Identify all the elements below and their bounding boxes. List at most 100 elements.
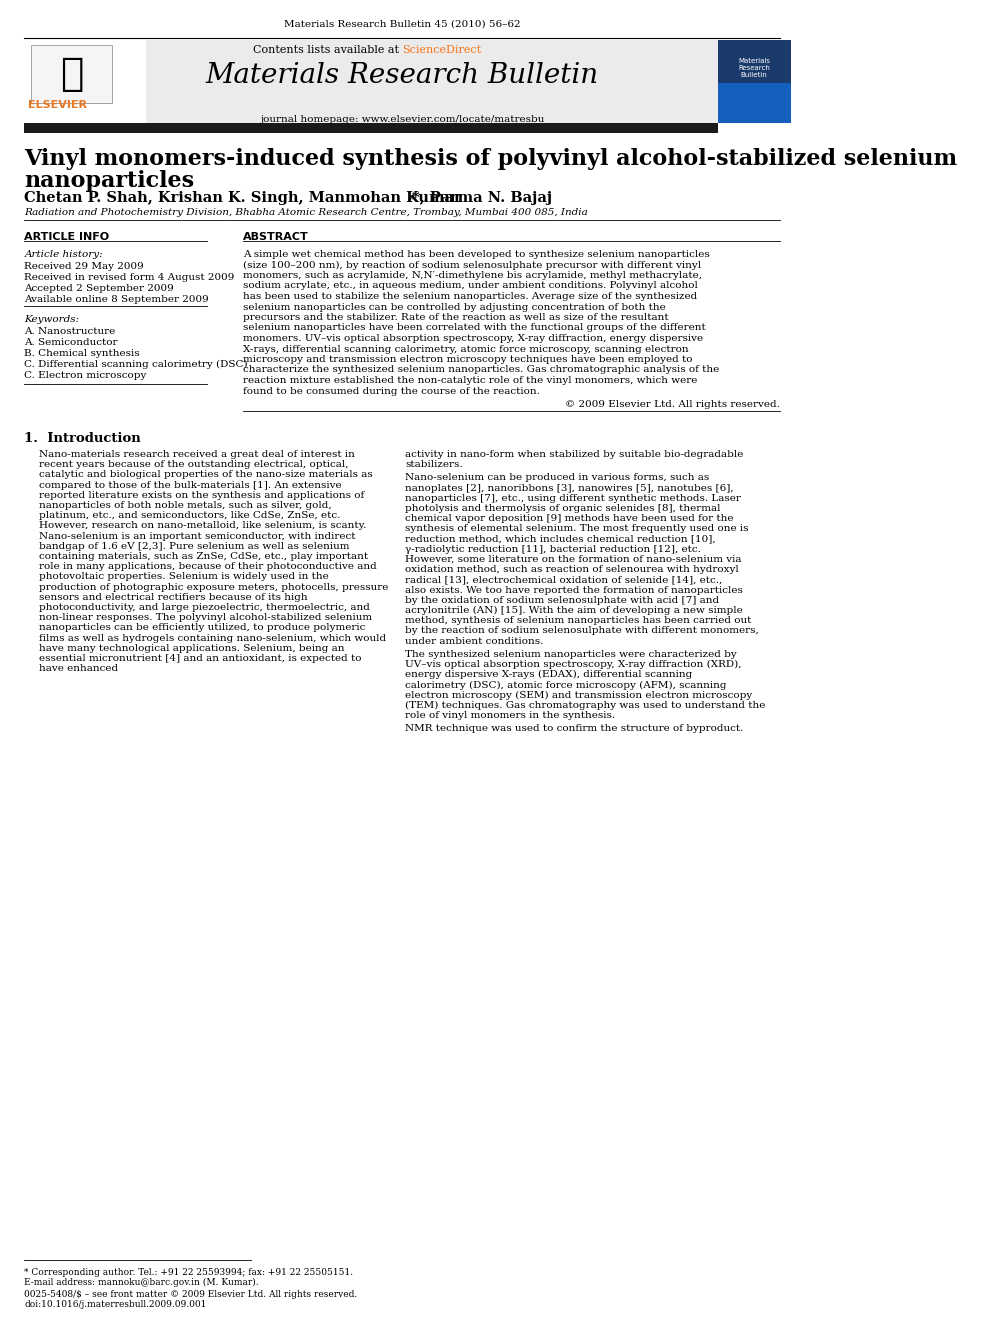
Bar xyxy=(31,45,112,103)
Text: © 2009 Elsevier Ltd. All rights reserved.: © 2009 Elsevier Ltd. All rights reserved… xyxy=(565,400,780,409)
Text: activity in nano-form when stabilized by suitable bio-degradable: activity in nano-form when stabilized by… xyxy=(406,450,744,459)
Text: ARTICLE INFO: ARTICLE INFO xyxy=(25,232,109,242)
Text: 🌳: 🌳 xyxy=(60,56,83,93)
Text: reaction mixture established the non-catalytic role of the vinyl monomers, which: reaction mixture established the non-cat… xyxy=(243,376,697,385)
Text: (TEM) techniques. Gas chromatography was used to understand the: (TEM) techniques. Gas chromatography was… xyxy=(406,701,766,710)
Text: bandgap of 1.6 eV [2,3]. Pure selenium as well as selenium: bandgap of 1.6 eV [2,3]. Pure selenium a… xyxy=(39,542,349,550)
Text: photoconductivity, and large piezoelectric, thermoelectric, and: photoconductivity, and large piezoelectr… xyxy=(39,603,370,613)
Text: However, research on nano-metalloid, like selenium, is scanty.: However, research on nano-metalloid, lik… xyxy=(39,521,366,531)
Bar xyxy=(25,40,717,123)
Text: Materials Research Bulletin: Materials Research Bulletin xyxy=(205,62,599,89)
Text: E-mail address: mannoku@barc.gov.in (M. Kumar).: E-mail address: mannoku@barc.gov.in (M. … xyxy=(25,1278,259,1287)
Text: containing materials, such as ZnSe, CdSe, etc., play important: containing materials, such as ZnSe, CdSe… xyxy=(39,552,368,561)
Text: have many technological applications. Selenium, being an: have many technological applications. Se… xyxy=(39,644,344,652)
Text: also exists. We too have reported the formation of nanoparticles: also exists. We too have reported the fo… xyxy=(406,586,743,594)
Text: Nano-selenium is an important semiconductor, with indirect: Nano-selenium is an important semiconduc… xyxy=(39,532,355,541)
Text: essential micronutrient [4] and an antioxidant, is expected to: essential micronutrient [4] and an antio… xyxy=(39,654,361,663)
Text: monomers, such as acrylamide, N,N′-dimethylene bis acrylamide, methyl methacryla: monomers, such as acrylamide, N,N′-dimet… xyxy=(243,271,702,280)
Text: sodium acrylate, etc., in aqueous medium, under ambient conditions. Polyvinyl al: sodium acrylate, etc., in aqueous medium… xyxy=(243,282,698,291)
Text: Materials Research Bulletin 45 (2010) 56–62: Materials Research Bulletin 45 (2010) 56… xyxy=(284,20,521,29)
Text: selenium nanoparticles can be controlled by adjusting concentration of both the: selenium nanoparticles can be controlled… xyxy=(243,303,666,311)
Text: under ambient conditions.: under ambient conditions. xyxy=(406,636,544,646)
Text: platinum, etc., and semiconductors, like CdSe, ZnSe, etc.: platinum, etc., and semiconductors, like… xyxy=(39,511,340,520)
Text: A. Nanostructure: A. Nanostructure xyxy=(25,327,116,336)
Text: 1.  Introduction: 1. Introduction xyxy=(25,433,141,445)
Bar xyxy=(717,40,791,123)
Text: films as well as hydrogels containing nano-selenium, which would: films as well as hydrogels containing na… xyxy=(39,634,386,643)
Text: Article history:: Article history: xyxy=(25,250,103,259)
Text: γ-radiolytic reduction [11], bacterial reduction [12], etc.: γ-radiolytic reduction [11], bacterial r… xyxy=(406,545,701,554)
Text: Received in revised form 4 August 2009: Received in revised form 4 August 2009 xyxy=(25,273,235,282)
Text: Keywords:: Keywords: xyxy=(25,315,79,324)
Text: Radiation and Photochemistry Division, Bhabha Atomic Research Centre, Trombay, M: Radiation and Photochemistry Division, B… xyxy=(25,208,588,217)
Text: reported literature exists on the synthesis and applications of: reported literature exists on the synthe… xyxy=(39,491,364,500)
Bar xyxy=(25,123,717,134)
Text: by the reaction of sodium selenosulphate with different monomers,: by the reaction of sodium selenosulphate… xyxy=(406,626,759,635)
Text: Materials
Research
Bulletin: Materials Research Bulletin xyxy=(738,58,770,78)
Text: A. Semiconductor: A. Semiconductor xyxy=(25,337,118,347)
Text: has been used to stabilize the selenium nanoparticles. Average size of the synth: has been used to stabilize the selenium … xyxy=(243,292,697,302)
Text: B. Chemical synthesis: B. Chemical synthesis xyxy=(25,349,140,359)
Text: catalytic and biological properties of the nano-size materials as: catalytic and biological properties of t… xyxy=(39,471,373,479)
Text: doi:10.1016/j.materresbull.2009.09.001: doi:10.1016/j.materresbull.2009.09.001 xyxy=(25,1301,206,1308)
Text: photovoltaic properties. Selenium is widely used in the: photovoltaic properties. Selenium is wid… xyxy=(39,573,328,581)
Text: nanoplates [2], nanoribbons [3], nanowires [5], nanotubes [6],: nanoplates [2], nanoribbons [3], nanowir… xyxy=(406,484,734,492)
Text: Accepted 2 September 2009: Accepted 2 September 2009 xyxy=(25,284,174,292)
Text: C. Differential scanning calorimetry (DSC): C. Differential scanning calorimetry (DS… xyxy=(25,360,248,369)
Text: non-linear responses. The polyvinyl alcohol-stabilized selenium: non-linear responses. The polyvinyl alco… xyxy=(39,613,372,622)
Text: electron microscopy (SEM) and transmission electron microscopy: electron microscopy (SEM) and transmissi… xyxy=(406,691,753,700)
Text: synthesis of elemental selenium. The most frequently used one is: synthesis of elemental selenium. The mos… xyxy=(406,524,749,533)
Text: The synthesized selenium nanoparticles were characterized by: The synthesized selenium nanoparticles w… xyxy=(406,650,737,659)
Text: oxidation method, such as reaction of selenourea with hydroxyl: oxidation method, such as reaction of se… xyxy=(406,565,739,574)
Text: journal homepage: www.elsevier.com/locate/matresbu: journal homepage: www.elsevier.com/locat… xyxy=(260,115,545,124)
Text: monomers. UV–vis optical absorption spectroscopy, X-ray diffraction, energy disp: monomers. UV–vis optical absorption spec… xyxy=(243,333,703,343)
Bar xyxy=(25,40,146,123)
Text: A simple wet chemical method has been developed to synthesize selenium nanoparti: A simple wet chemical method has been de… xyxy=(243,250,710,259)
Text: recent years because of the outstanding electrical, optical,: recent years because of the outstanding … xyxy=(39,460,348,470)
Text: nanoparticles can be efficiently utilized, to produce polymeric: nanoparticles can be efficiently utilize… xyxy=(39,623,365,632)
Text: calorimetry (DSC), atomic force microscopy (AFM), scanning: calorimetry (DSC), atomic force microsco… xyxy=(406,680,727,689)
Text: acrylonitrile (AN) [15]. With the aim of developing a new simple: acrylonitrile (AN) [15]. With the aim of… xyxy=(406,606,743,615)
Text: production of photographic exposure meters, photocells, pressure: production of photographic exposure mete… xyxy=(39,582,388,591)
Text: have enhanced: have enhanced xyxy=(39,664,118,673)
Text: by the oxidation of sodium selenosulphate with acid [7] and: by the oxidation of sodium selenosulphat… xyxy=(406,595,719,605)
Text: X-rays, differential scanning calorimetry, atomic force microscopy, scanning ele: X-rays, differential scanning calorimetr… xyxy=(243,344,688,353)
Text: Vinyl monomers-induced synthesis of polyvinyl alcohol-stabilized selenium: Vinyl monomers-induced synthesis of poly… xyxy=(25,148,957,169)
Text: nanoparticles: nanoparticles xyxy=(25,169,194,192)
Text: ABSTRACT: ABSTRACT xyxy=(243,232,310,242)
Text: Contents lists available at: Contents lists available at xyxy=(253,45,402,56)
Text: ELSEVIER: ELSEVIER xyxy=(29,101,87,110)
Text: Nano-materials research received a great deal of interest in: Nano-materials research received a great… xyxy=(39,450,355,459)
Text: Chetan P. Shah, Krishan K. Singh, Manmohan Kumar: Chetan P. Shah, Krishan K. Singh, Manmoh… xyxy=(25,191,462,205)
Text: 0025-5408/$ – see front matter © 2009 Elsevier Ltd. All rights reserved.: 0025-5408/$ – see front matter © 2009 El… xyxy=(25,1290,357,1299)
Text: photolysis and thermolysis of organic selenides [8], thermal: photolysis and thermolysis of organic se… xyxy=(406,504,721,513)
Text: role of vinyl monomers in the synthesis.: role of vinyl monomers in the synthesis. xyxy=(406,710,616,720)
Text: chemical vapor deposition [9] methods have been used for the: chemical vapor deposition [9] methods ha… xyxy=(406,515,734,523)
Text: role in many applications, because of their photoconductive and: role in many applications, because of th… xyxy=(39,562,377,572)
Text: ScienceDirect: ScienceDirect xyxy=(402,45,481,56)
Text: However, some literature on the formation of nano-selenium via: However, some literature on the formatio… xyxy=(406,556,742,564)
Text: * Corresponding author. Tel.: +91 22 25593994; fax: +91 22 25505151.: * Corresponding author. Tel.: +91 22 255… xyxy=(25,1267,353,1277)
Text: *: * xyxy=(408,196,413,205)
Text: precursors and the stabilizer. Rate of the reaction as well as size of the resul: precursors and the stabilizer. Rate of t… xyxy=(243,314,669,321)
Text: NMR technique was used to confirm the structure of byproduct.: NMR technique was used to confirm the st… xyxy=(406,724,744,733)
Text: sensors and electrical rectifiers because of its high: sensors and electrical rectifiers becaus… xyxy=(39,593,308,602)
Text: Nano-selenium can be produced in various forms, such as: Nano-selenium can be produced in various… xyxy=(406,474,709,483)
Text: found to be consumed during the course of the reaction.: found to be consumed during the course o… xyxy=(243,386,541,396)
Text: nanoparticles of both noble metals, such as silver, gold,: nanoparticles of both noble metals, such… xyxy=(39,501,331,509)
Text: stabilizers.: stabilizers. xyxy=(406,460,463,470)
Text: characterize the synthesized selenium nanoparticles. Gas chromatographic analysi: characterize the synthesized selenium na… xyxy=(243,365,719,374)
Text: selenium nanoparticles have been correlated with the functional groups of the di: selenium nanoparticles have been correla… xyxy=(243,324,706,332)
Text: radical [13], electrochemical oxidation of selenide [14], etc.,: radical [13], electrochemical oxidation … xyxy=(406,576,723,585)
Text: energy dispersive X-rays (EDAX), differential scanning: energy dispersive X-rays (EDAX), differe… xyxy=(406,671,692,679)
Bar xyxy=(717,83,791,123)
Text: Available online 8 September 2009: Available online 8 September 2009 xyxy=(25,295,209,304)
Text: *, Parma N. Bajaj: *, Parma N. Bajaj xyxy=(412,191,553,205)
Text: UV–vis optical absorption spectroscopy, X-ray diffraction (XRD),: UV–vis optical absorption spectroscopy, … xyxy=(406,660,742,669)
Text: method, synthesis of selenium nanoparticles has been carried out: method, synthesis of selenium nanopartic… xyxy=(406,617,752,626)
Text: C. Electron microscopy: C. Electron microscopy xyxy=(25,370,147,380)
Text: (size 100–200 nm), by reaction of sodium selenosulphate precursor with different: (size 100–200 nm), by reaction of sodium… xyxy=(243,261,701,270)
Text: nanoparticles [7], etc., using different synthetic methods. Laser: nanoparticles [7], etc., using different… xyxy=(406,493,741,503)
Text: reduction method, which includes chemical reduction [10],: reduction method, which includes chemica… xyxy=(406,534,716,544)
Text: Received 29 May 2009: Received 29 May 2009 xyxy=(25,262,144,271)
